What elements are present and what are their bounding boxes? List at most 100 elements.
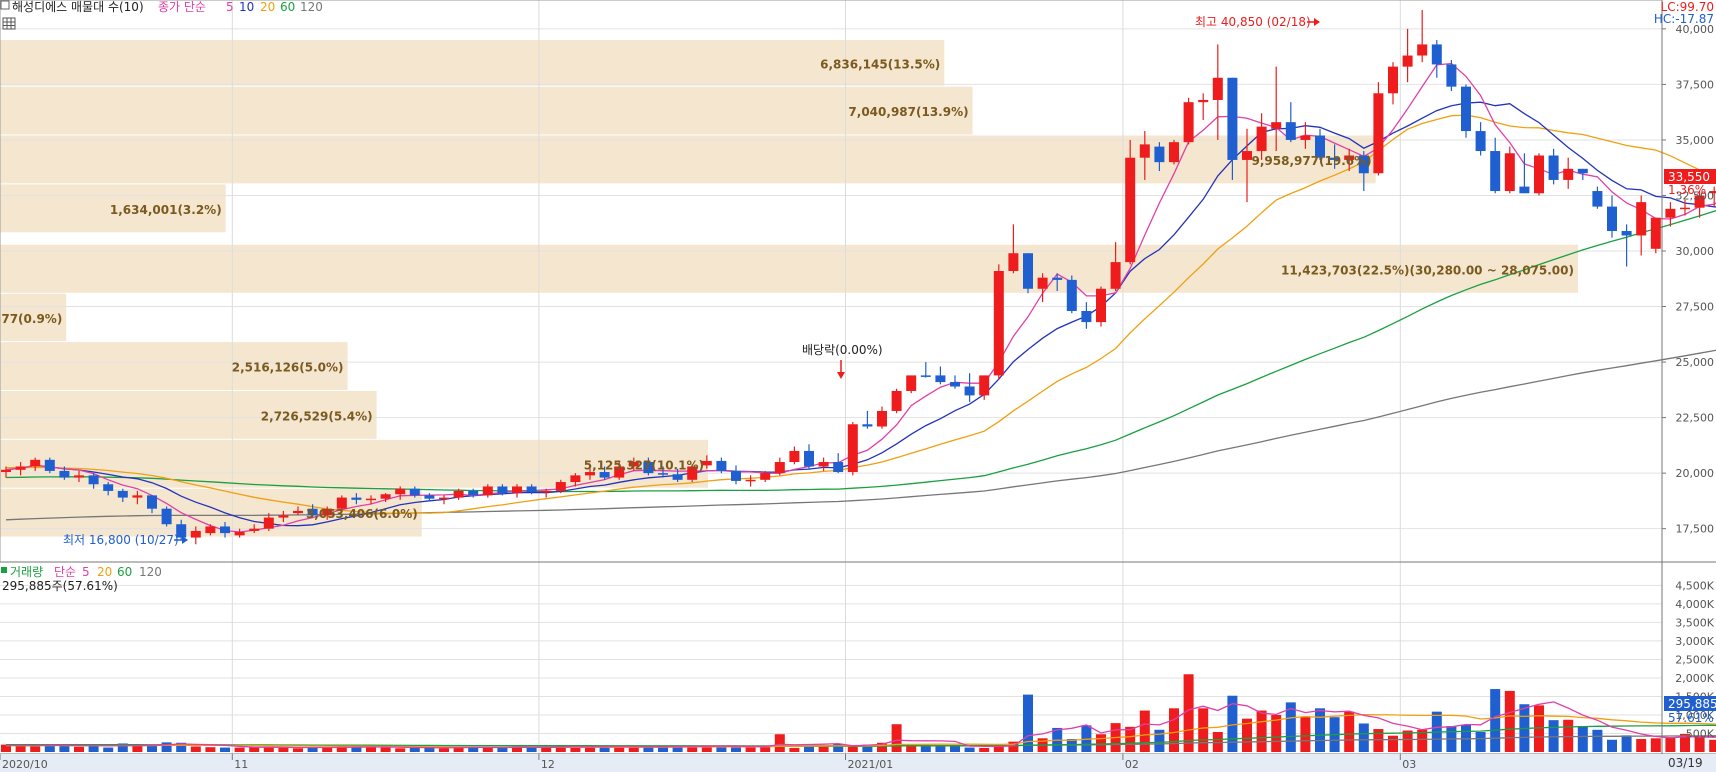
volume-bar[interactable]	[249, 747, 260, 752]
volume-bar[interactable]	[687, 745, 698, 752]
candle[interactable]	[1315, 128, 1325, 160]
candle[interactable]	[1008, 224, 1019, 274]
volume-bar[interactable]	[424, 747, 435, 752]
candle[interactable]	[1680, 199, 1690, 216]
volume-bar[interactable]	[74, 746, 84, 752]
candle[interactable]	[1461, 84, 1471, 138]
candle[interactable]	[1621, 224, 1632, 267]
volume-bar[interactable]	[1636, 739, 1647, 752]
volume-bar[interactable]	[1, 744, 11, 752]
candlesticks[interactable]	[1, 9, 1716, 545]
volume-bar[interactable]	[439, 748, 449, 752]
volume-bar[interactable]	[599, 747, 610, 752]
candle[interactable]	[628, 457, 639, 471]
volume-bar[interactable]	[1183, 674, 1194, 752]
candle[interactable]	[570, 473, 581, 487]
volume-bar[interactable]	[585, 747, 595, 752]
candle[interactable]	[1534, 153, 1544, 196]
volume-bar[interactable]	[1650, 738, 1661, 752]
volume-bar[interactable]	[497, 747, 508, 752]
candle[interactable]	[1052, 273, 1063, 291]
volume-bar[interactable]	[950, 745, 960, 752]
candle[interactable]	[322, 506, 333, 520]
volume-bar[interactable]	[1548, 720, 1559, 752]
candle[interactable]	[1344, 148, 1355, 172]
candle[interactable]	[380, 493, 391, 503]
candle[interactable]	[1256, 113, 1267, 160]
candle[interactable]	[1096, 286, 1106, 327]
candle[interactable]	[1110, 242, 1121, 291]
volume-bar[interactable]	[1504, 690, 1515, 752]
volume-bar[interactable]	[1621, 735, 1632, 752]
candle[interactable]	[935, 366, 946, 385]
candle[interactable]	[1446, 59, 1457, 92]
volume-bar[interactable]	[307, 747, 318, 752]
volume-bar[interactable]	[804, 746, 814, 752]
candle[interactable]	[701, 455, 712, 469]
candle[interactable]	[1402, 28, 1413, 83]
candle[interactable]	[190, 526, 201, 545]
volume-bar[interactable]	[979, 747, 990, 752]
volume-bar[interactable]	[453, 746, 464, 752]
candle[interactable]	[599, 466, 610, 480]
candle[interactable]	[1665, 202, 1676, 227]
candle[interactable]	[1183, 97, 1194, 145]
volume-bar[interactable]	[1139, 710, 1150, 752]
candle[interactable]	[760, 470, 771, 483]
volume-bar[interactable]	[1256, 710, 1267, 752]
volume-bar[interactable]	[1694, 736, 1705, 752]
candle[interactable]	[205, 524, 216, 536]
candle[interactable]	[585, 468, 595, 480]
candle[interactable]	[468, 488, 479, 498]
grid-toggle-icon[interactable]	[2, 17, 16, 30]
candle[interactable]	[731, 465, 741, 485]
candle[interactable]	[1212, 44, 1223, 140]
volume-bar[interactable]	[1388, 735, 1398, 752]
volume-bar[interactable]	[336, 746, 347, 752]
candle[interactable]	[1329, 144, 1340, 169]
volume-bar[interactable]	[1577, 726, 1588, 752]
candle[interactable]	[336, 495, 347, 511]
candle[interactable]	[1300, 122, 1311, 149]
volume-legend[interactable]: 거래량 단순 5 20 60 120	[1, 565, 162, 579]
candle[interactable]	[1037, 273, 1048, 303]
volume-bar[interactable]	[132, 745, 143, 752]
candle[interactable]	[1242, 128, 1252, 203]
candle[interactable]	[1271, 66, 1282, 152]
volume-bar[interactable]	[147, 744, 157, 752]
candle[interactable]	[774, 457, 785, 476]
volume-bar[interactable]	[920, 746, 931, 752]
candle[interactable]	[220, 522, 230, 538]
candle[interactable]	[1285, 102, 1296, 143]
volume-bar[interactable]	[526, 747, 537, 752]
candle[interactable]	[1504, 146, 1515, 194]
candle[interactable]	[1, 466, 11, 478]
candle[interactable]	[1519, 153, 1530, 194]
candle[interactable]	[643, 457, 654, 476]
volume-bar[interactable]	[1242, 718, 1252, 752]
volume-bar[interactable]	[570, 745, 581, 752]
volume-bar[interactable]	[1008, 741, 1019, 752]
volume-bar[interactable]	[278, 747, 289, 752]
volume-bar[interactable]	[1169, 708, 1179, 752]
volume-bar[interactable]	[482, 747, 493, 752]
volume-bar[interactable]	[1096, 734, 1106, 752]
candle[interactable]	[263, 513, 274, 531]
volume-bar[interactable]	[380, 747, 391, 752]
candle[interactable]	[74, 470, 84, 483]
candle[interactable]	[1066, 275, 1077, 314]
volume-bar[interactable]	[818, 745, 829, 752]
candle[interactable]	[1694, 191, 1705, 218]
candle[interactable]	[147, 495, 157, 514]
volume-bar[interactable]	[366, 747, 376, 752]
candle[interactable]	[1607, 195, 1617, 238]
volume-bar[interactable]	[220, 747, 230, 752]
volume-bar[interactable]	[205, 747, 216, 752]
volume-bar[interactable]	[1344, 711, 1355, 752]
volume-bar[interactable]	[1373, 729, 1384, 752]
candle[interactable]	[950, 375, 960, 389]
candle[interactable]	[920, 362, 931, 378]
volume-bar[interactable]	[862, 744, 873, 752]
volume-bars[interactable]	[1, 674, 1716, 752]
